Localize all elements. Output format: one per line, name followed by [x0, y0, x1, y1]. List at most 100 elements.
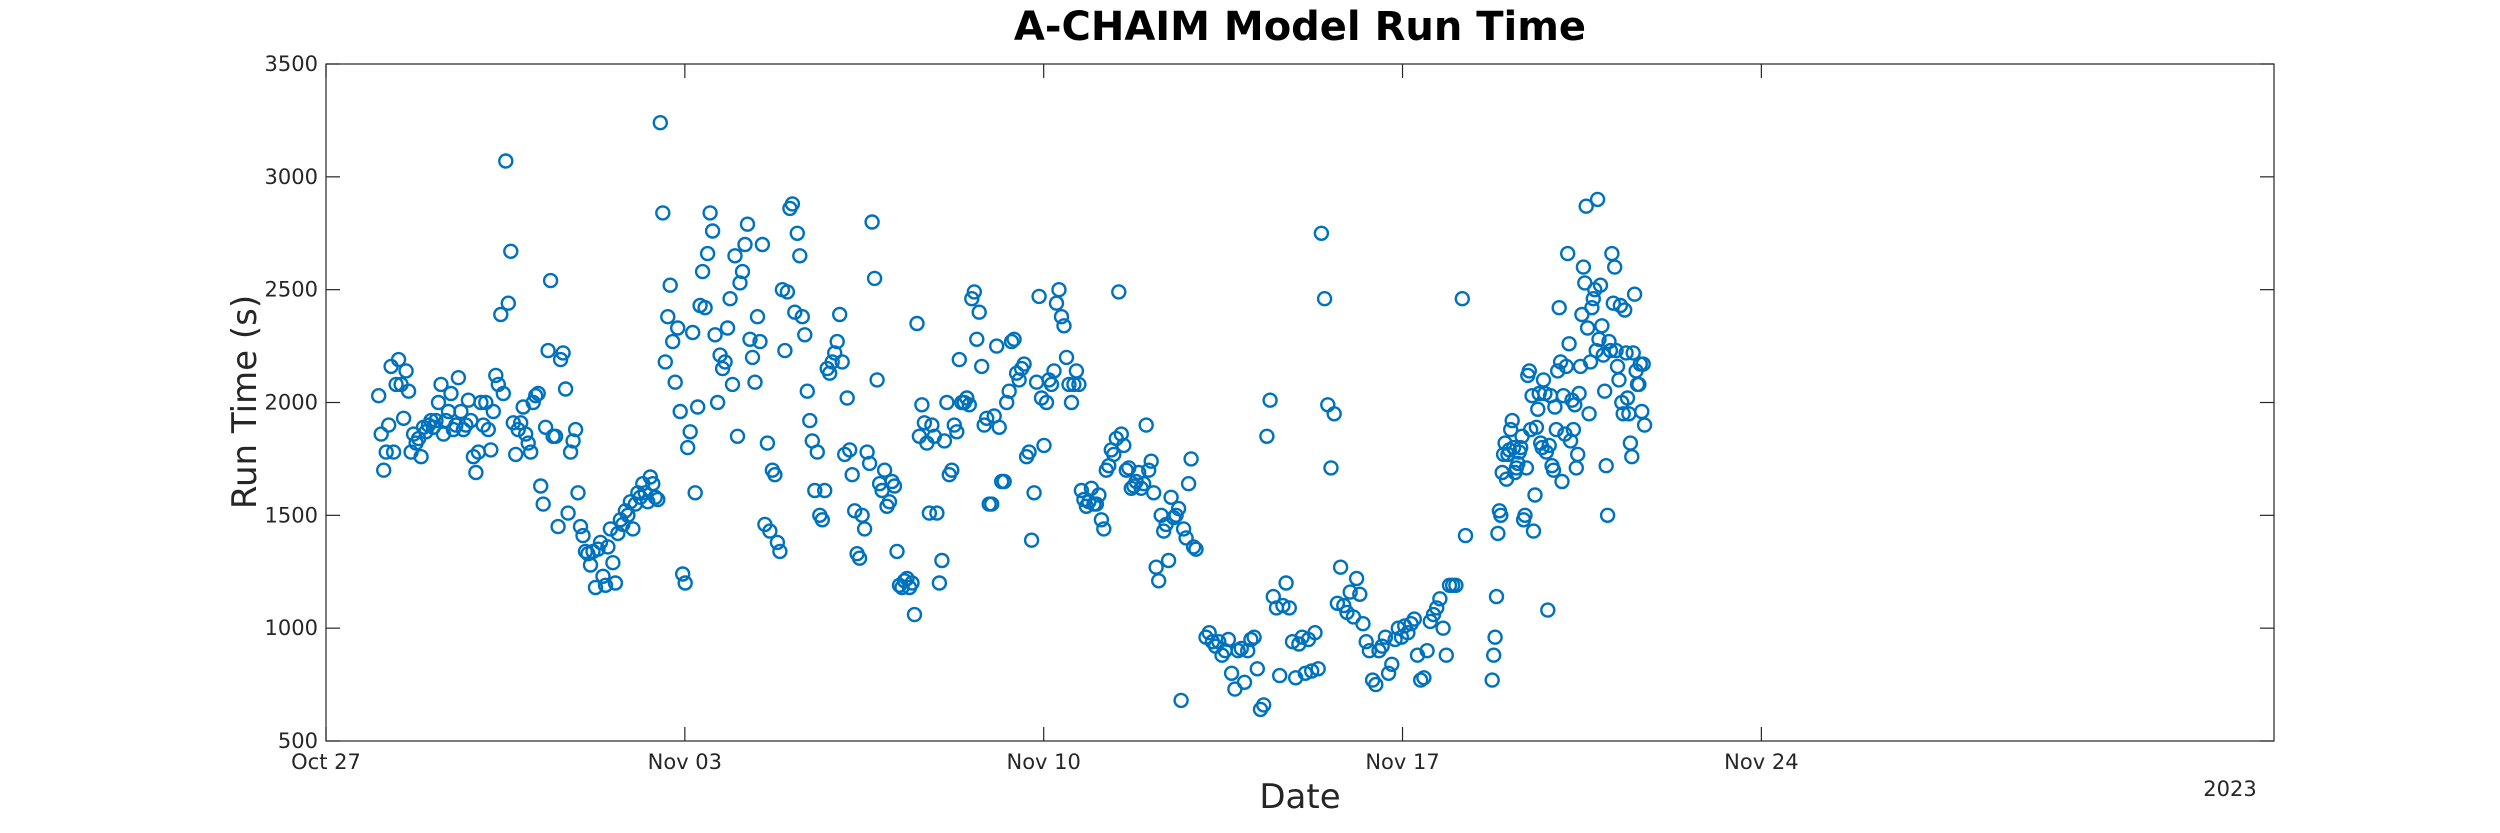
- data-point: [1493, 507, 1509, 523]
- data-point: [1046, 363, 1062, 379]
- data-point: [702, 205, 718, 221]
- data-point: [1555, 388, 1572, 404]
- data-point: [530, 385, 546, 402]
- data-point: [1547, 399, 1563, 415]
- data-point: [605, 555, 621, 571]
- data-point: [1026, 485, 1042, 501]
- data-point: [1510, 455, 1526, 472]
- data-point: [1622, 435, 1639, 451]
- data-point: [1636, 417, 1653, 433]
- data-point: [1249, 661, 1266, 677]
- data-point: [1233, 640, 1250, 657]
- y-tick-label: 3000: [265, 165, 318, 189]
- data-point: [961, 397, 977, 413]
- data-point: [1023, 532, 1040, 548]
- data-point: [448, 417, 464, 433]
- data-point: [699, 245, 716, 262]
- data-point: [1056, 318, 1072, 334]
- data-point: [1028, 374, 1045, 390]
- data-point: [1527, 487, 1543, 503]
- data-point: [675, 566, 691, 582]
- data-point: [1569, 446, 1586, 463]
- data-point: [1003, 333, 1020, 350]
- y-tick-label: 3500: [265, 52, 318, 76]
- data-point: [936, 433, 953, 449]
- data-point: [1106, 446, 1122, 463]
- data-point: [739, 216, 756, 232]
- data-point: [1606, 259, 1623, 275]
- data-point: [709, 394, 726, 411]
- data-point: [834, 354, 850, 370]
- data-point: [787, 304, 803, 320]
- data-point: [1246, 629, 1262, 645]
- data-point: [1432, 591, 1448, 607]
- data-point: [1361, 643, 1378, 659]
- data-point: [1485, 647, 1502, 663]
- y-tick-label: 2500: [265, 278, 318, 302]
- data-point: [682, 424, 698, 440]
- data-point: [1400, 625, 1416, 641]
- y-tick-label: 1500: [265, 503, 318, 527]
- data-point: [1220, 631, 1237, 648]
- data-point: [1599, 507, 1616, 523]
- data-point: [864, 214, 880, 230]
- data-point: [1001, 383, 1017, 399]
- data-point: [744, 349, 761, 366]
- data-point: [1168, 507, 1184, 523]
- data-point: [959, 390, 975, 406]
- data-point: [966, 284, 982, 300]
- data-point: [650, 491, 666, 508]
- data-point: [590, 541, 606, 557]
- data-point: [1435, 620, 1451, 636]
- data-point: [662, 277, 678, 293]
- data-point: [1061, 376, 1077, 393]
- data-point: [1419, 643, 1435, 659]
- x-tick-label: Nov 10: [1006, 750, 1080, 774]
- data-point: [697, 300, 713, 316]
- data-point: [473, 394, 489, 411]
- data-point: [1160, 552, 1177, 569]
- data-point: [1281, 600, 1298, 616]
- data-point: [754, 236, 771, 253]
- data-point: [1585, 291, 1602, 307]
- data-point: [1406, 611, 1423, 627]
- data-point: [440, 403, 457, 420]
- data-point: [390, 351, 407, 368]
- data-point: [555, 345, 571, 361]
- data-point: [533, 478, 549, 494]
- chart-title: A-CHAIM Model Run Time: [1014, 4, 1586, 50]
- data-point: [1584, 300, 1600, 316]
- data-point: [485, 403, 501, 420]
- data-point: [724, 376, 741, 393]
- data-point: [1548, 421, 1565, 438]
- x-tick-label: Oct 27: [291, 750, 361, 774]
- x-axis-label: Date: [1259, 777, 1340, 817]
- data-point: [1525, 523, 1542, 539]
- data-point: [488, 367, 504, 384]
- data-point: [1490, 525, 1506, 542]
- data-point: [647, 489, 663, 505]
- data-point: [1180, 476, 1197, 492]
- data-point: [1255, 697, 1272, 713]
- data-point: [949, 424, 965, 440]
- y-tick-label: 2000: [265, 391, 318, 415]
- data-point: [1625, 345, 1641, 361]
- data-point: [640, 494, 656, 510]
- data-point: [1551, 300, 1567, 316]
- data-point: [657, 354, 673, 370]
- data-point: [373, 426, 389, 442]
- data-point: [727, 248, 743, 264]
- data-point: [1374, 638, 1390, 654]
- data-point: [1592, 277, 1609, 293]
- data-point: [1384, 656, 1400, 672]
- data-point: [1091, 487, 1107, 503]
- data-points: [371, 114, 1653, 718]
- data-point: [376, 462, 392, 478]
- data-point: [807, 482, 823, 499]
- data-point: [944, 462, 960, 478]
- data-point: [1053, 309, 1070, 325]
- data-point: [1073, 482, 1090, 499]
- data-point: [851, 550, 868, 566]
- data-point: [971, 304, 987, 320]
- data-point: [842, 442, 858, 458]
